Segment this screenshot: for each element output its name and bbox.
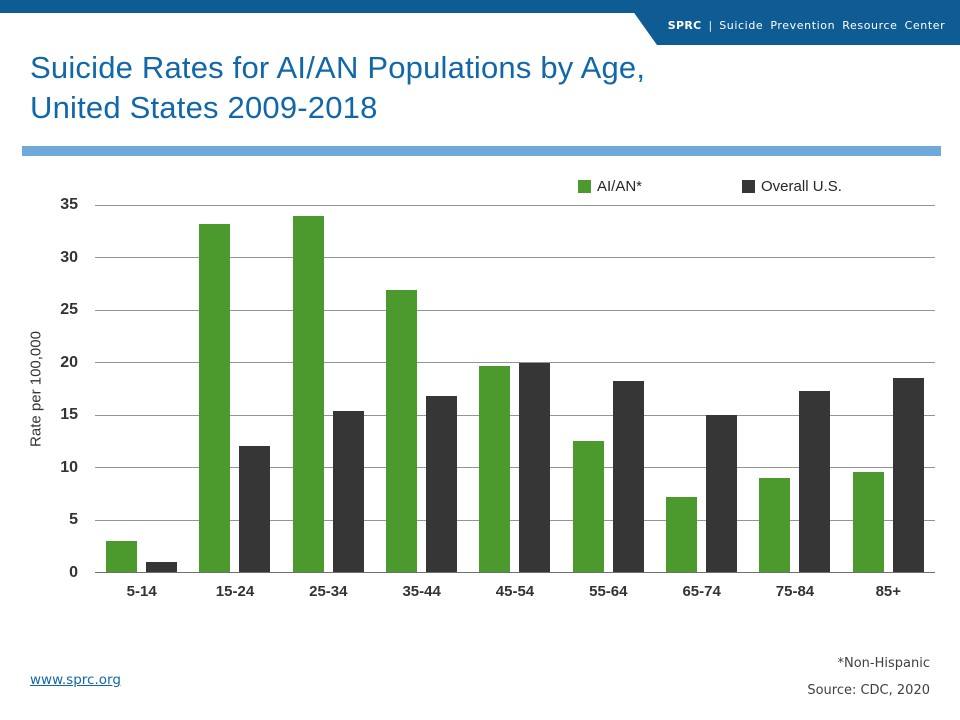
- x-tick-35-44: 35-44: [402, 583, 441, 600]
- bar-overall-u-s-15-24: [239, 446, 271, 572]
- legend-swatch-overall-u-s: [742, 180, 756, 193]
- gridline-25: [95, 309, 935, 311]
- header-separator: |: [708, 19, 713, 32]
- gridline-20: [95, 362, 935, 364]
- page-title: Suicide Rates for AI/AN Populations by A…: [30, 48, 930, 128]
- bar-ai-an-65-74: [666, 496, 698, 572]
- header-brand: SPRC: [667, 19, 702, 32]
- legend-item-ai-an: AI/AN*: [578, 178, 642, 195]
- gridline-30: [95, 257, 935, 259]
- footnotes: *Non-Hispanic Source: CDC, 2020: [807, 657, 930, 698]
- bar-overall-u-s-75-84: [799, 390, 831, 572]
- bar-group-35-44: [375, 205, 468, 572]
- x-tick-25-34: 25-34: [309, 583, 348, 600]
- bar-ai-an-5-14: [106, 540, 138, 572]
- x-tick-75-84: 75-84: [775, 583, 815, 600]
- bar-overall-u-s-25-34: [332, 410, 364, 572]
- legend-swatch-ai-an: [578, 180, 591, 193]
- chart-legend: AI/AN* Overall U.S.: [578, 178, 842, 195]
- bar-overall-u-s-45-54: [519, 363, 551, 572]
- header-logo-banner: SPRC | Suicide Prevention Resource Cente…: [625, 0, 960, 45]
- bar-ai-an-25-34: [292, 215, 324, 572]
- gridline-10: [95, 467, 935, 469]
- gridline-5: [95, 519, 935, 521]
- page-title-line2: United States 2009-2018: [30, 90, 378, 125]
- gridline-15: [95, 414, 935, 416]
- page-title-line1: Suicide Rates for AI/AN Populations by A…: [30, 50, 646, 85]
- bar-ai-an-55-64: [572, 440, 604, 572]
- y-tick-15: 15: [60, 406, 78, 424]
- y-axis-ticks: 0 5 10 15 20 25 30 35: [0, 196, 78, 581]
- y-tick-10: 10: [60, 458, 78, 476]
- title-divider: [22, 146, 941, 156]
- y-tick-0: 0: [69, 564, 78, 581]
- footnote-source: Source: CDC, 2020: [807, 683, 930, 698]
- y-tick-35: 35: [60, 196, 78, 213]
- bar-overall-u-s-5-14: [146, 561, 178, 572]
- y-tick-30: 30: [60, 248, 78, 266]
- legend-label-ai-an: AI/AN*: [597, 178, 643, 195]
- x-tick-65-74: 65-74: [682, 583, 721, 600]
- bar-group-15-24: [188, 205, 281, 572]
- legend-item-overall-u-s: Overall U.S.: [742, 178, 842, 195]
- bar-group-75-84: [748, 205, 841, 572]
- bar-group-25-34: [282, 205, 375, 572]
- bar-group-65-74: [655, 205, 748, 572]
- bar-overall-u-s-35-44: [426, 395, 458, 572]
- legend-label-overall-u-s: Overall U.S.: [761, 178, 842, 195]
- bar-group-5-14: [95, 205, 188, 572]
- bar-group-85: [842, 205, 935, 572]
- bar-ai-an-85: [852, 472, 884, 572]
- plot-area: [95, 205, 935, 573]
- bar-groups: [95, 205, 935, 572]
- footnote-non-hispanic: *Non-Hispanic: [837, 656, 931, 671]
- x-axis-labels: 5-14 15-24 25-34 35-44 45-54 55-64 65-74 75-84 8…: [95, 583, 935, 600]
- bar-group-45-54: [468, 205, 561, 572]
- y-tick-25: 25: [60, 301, 78, 319]
- bar-overall-u-s-85: [892, 378, 924, 572]
- gridline-35: [95, 205, 935, 206]
- bar-ai-an-45-54: [479, 366, 511, 572]
- x-tick-85: 85+: [875, 583, 902, 600]
- bar-ai-an-35-44: [386, 289, 418, 572]
- bar-chart: AI/AN* Overall U.S. Rate per 100,000 0 5 10…: [0, 168, 960, 628]
- y-tick-5: 5: [69, 511, 78, 529]
- sprc-link[interactable]: www.sprc.org: [30, 672, 121, 688]
- x-tick-55-64: 55-64: [589, 583, 628, 600]
- bar-group-55-64: [562, 205, 655, 572]
- bar-overall-u-s-65-74: [706, 414, 738, 572]
- bar-overall-u-s-55-64: [612, 381, 644, 572]
- bar-ai-an-75-84: [759, 477, 791, 572]
- bar-ai-an-15-24: [199, 223, 231, 572]
- y-tick-20: 20: [60, 353, 78, 371]
- x-tick-45-54: 45-54: [495, 583, 535, 600]
- x-tick-5-14: 5-14: [126, 583, 157, 600]
- header-org-name: Suicide Prevention Resource Center: [719, 19, 946, 32]
- x-tick-15-24: 15-24: [215, 583, 255, 600]
